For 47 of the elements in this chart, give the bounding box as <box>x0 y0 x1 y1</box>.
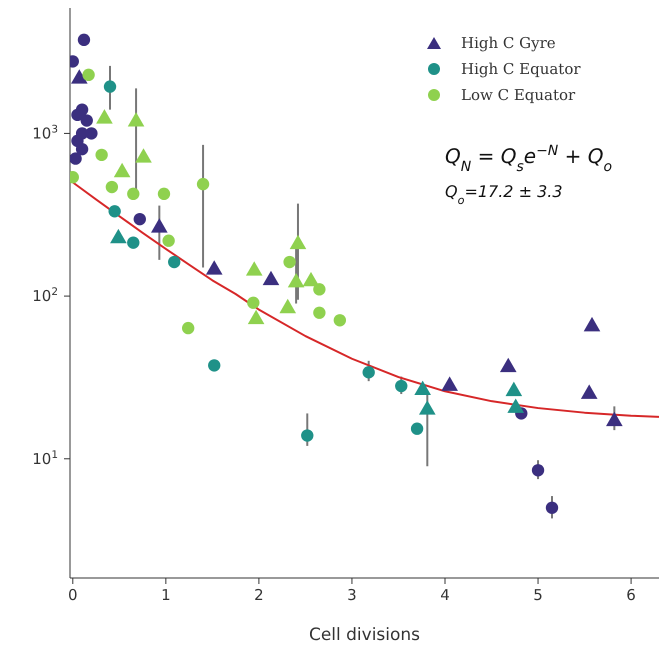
point <box>168 256 180 268</box>
y-tick-label: 10$^{2}$ <box>32 286 58 306</box>
x-tick-label: 4 <box>440 586 450 604</box>
point <box>162 234 175 247</box>
point <box>108 205 121 218</box>
point <box>134 213 146 226</box>
point <box>334 314 346 326</box>
point <box>106 180 118 194</box>
x-tick-label: 6 <box>626 586 636 604</box>
x-axis-title: Cell divisions <box>308 625 420 645</box>
annotation: Q$_{o}$=17.2 ± 3.3 <box>445 182 563 206</box>
x-tick-label: 1 <box>161 586 171 604</box>
point <box>301 429 314 442</box>
point <box>247 296 260 309</box>
point <box>196 178 210 190</box>
point <box>82 68 95 82</box>
x-tick-label: 3 <box>347 586 357 604</box>
point <box>313 306 326 319</box>
x-tick-label: 0 <box>68 586 78 604</box>
point <box>208 359 220 372</box>
point <box>78 34 90 46</box>
point <box>104 80 116 93</box>
point <box>313 283 326 296</box>
x-tick-label: 5 <box>533 586 543 604</box>
point <box>76 143 88 156</box>
point <box>158 188 170 200</box>
x-tick-label: 2 <box>254 586 264 604</box>
y-tick-label: 10$^{1}$ <box>32 448 58 468</box>
point <box>546 502 558 514</box>
point <box>70 152 82 165</box>
point <box>362 366 375 378</box>
point <box>283 256 296 268</box>
y-tick-label: 10$^{3}$ <box>32 123 58 142</box>
legend-label: Low C Equator <box>461 86 576 104</box>
point <box>76 103 88 116</box>
point <box>127 188 140 200</box>
legend-label: High C Gyre <box>461 34 556 52</box>
annotation: Q$_{N}$ = Q$_{s}$e$^{−N}$ + Q$_{o}$ <box>445 143 612 175</box>
legend-label: High C Equator <box>461 60 581 78</box>
point <box>85 127 98 140</box>
point <box>182 322 194 334</box>
point <box>127 236 140 249</box>
point <box>395 380 408 392</box>
point <box>95 148 108 162</box>
point <box>410 422 424 435</box>
point <box>532 464 544 476</box>
point <box>80 114 93 127</box>
